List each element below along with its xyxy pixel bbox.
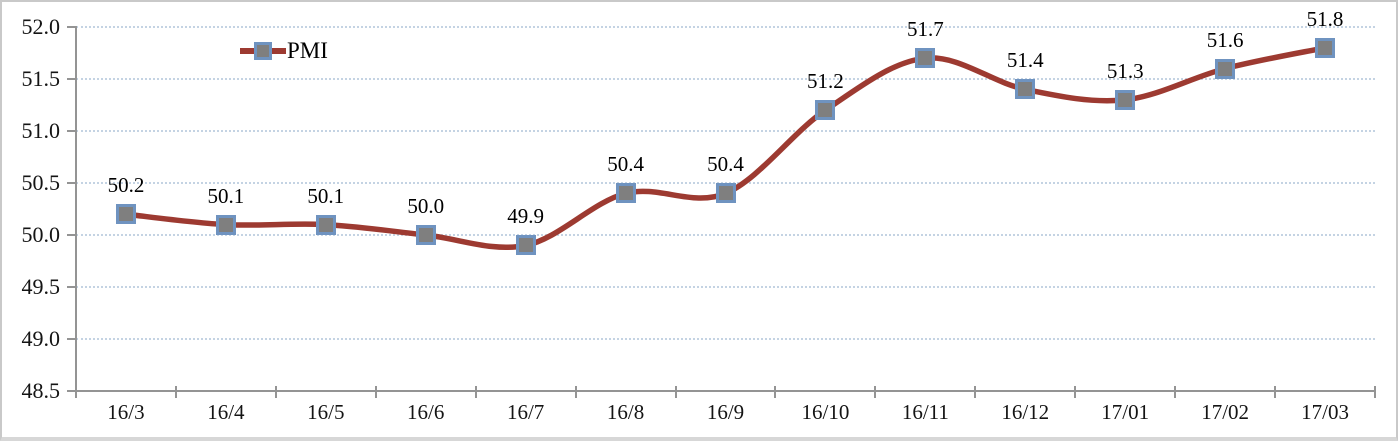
y-axis-tick (67, 286, 77, 288)
y-axis-tick (67, 78, 77, 80)
data-point-label: 51.8 (1306, 6, 1344, 31)
x-axis-category-label: 16/4 (207, 400, 245, 424)
x-axis-tick (674, 386, 677, 398)
data-point-label: 50.2 (107, 173, 145, 198)
legend: PMI (240, 36, 328, 66)
x-axis-category-label: 16/10 (801, 400, 850, 424)
x-axis-tick (1274, 386, 1277, 398)
data-point-label: 50.1 (207, 183, 245, 208)
y-axis-tick-label: 50.5 (21, 170, 61, 195)
x-axis-tick (874, 386, 877, 398)
data-point-label: 50.1 (307, 183, 345, 208)
data-point-label: 51.7 (906, 17, 944, 42)
y-gridline (76, 78, 1375, 80)
y-axis-tick-label: 52.0 (21, 14, 61, 39)
data-point-label: 51.4 (1006, 48, 1044, 73)
y-axis-tick-label: 51.5 (21, 66, 61, 91)
data-point-marker (415, 225, 436, 245)
data-point-marker (815, 100, 836, 121)
y-gridline (76, 234, 1375, 236)
x-axis-category-label: 17/02 (1201, 400, 1250, 424)
y-axis-tick-label: 50.0 (21, 222, 61, 247)
y-axis-tick-label: 49.0 (21, 326, 61, 351)
x-axis-tick (574, 386, 577, 398)
y-gridline (76, 26, 1375, 28)
x-axis-tick (1374, 386, 1376, 398)
data-point-label: 51.2 (807, 69, 844, 94)
data-point-marker (1015, 79, 1036, 100)
data-point-marker (615, 183, 636, 204)
x-axis-category-label: 16/11 (901, 400, 949, 424)
y-axis-tick (67, 338, 77, 340)
data-point-marker (915, 48, 936, 69)
y-gridline (76, 338, 1375, 340)
y-axis-tick-label: 48.5 (21, 378, 61, 403)
y-axis-tick (67, 182, 77, 184)
data-point-marker (215, 214, 236, 235)
data-point-marker (1215, 58, 1236, 79)
legend-label: PMI (287, 38, 328, 63)
y-gridline (76, 286, 1375, 288)
x-axis-tick (1174, 386, 1177, 398)
x-axis-category-label: 16/12 (1001, 400, 1050, 424)
data-point-label: 50.0 (407, 194, 445, 218)
x-axis-category-label: 16/7 (506, 400, 545, 424)
data-point-marker (1315, 37, 1336, 58)
legend-line-sample (240, 42, 286, 60)
x-axis-tick (374, 386, 377, 398)
data-point-label: 50.4 (707, 152, 744, 177)
x-axis-category-label: 16/5 (307, 400, 345, 424)
legend-marker-icon (254, 42, 272, 60)
x-axis-tick (774, 386, 777, 398)
data-point-marker (1115, 89, 1136, 110)
data-point-label: 50.4 (607, 152, 644, 177)
data-point-marker (715, 183, 736, 204)
y-axis-tick-label: 49.5 (21, 274, 61, 299)
x-axis-category-label: 16/9 (706, 400, 745, 424)
x-axis-tick (974, 386, 977, 398)
x-axis-category-label: 17/03 (1301, 400, 1349, 424)
x-axis-tick (75, 386, 77, 398)
y-axis-tick (67, 234, 77, 236)
y-axis-line (75, 27, 77, 391)
data-point-label: 51.6 (1206, 27, 1244, 52)
y-gridline (76, 182, 1375, 184)
x-axis-tick (174, 386, 177, 398)
y-axis-tick (67, 390, 77, 392)
data-point-marker (515, 235, 536, 256)
x-axis-category-label: 17/01 (1101, 400, 1150, 424)
x-axis-tick (1074, 386, 1077, 398)
y-axis-tick (67, 26, 77, 28)
x-axis-category-label: 16/6 (407, 400, 445, 424)
data-point-marker (115, 204, 136, 225)
x-axis-tick (274, 386, 277, 398)
x-axis-line (75, 390, 1375, 392)
x-axis-tick (474, 386, 477, 398)
x-axis-category-label: 16/3 (107, 400, 145, 424)
data-point-label: 51.3 (1106, 58, 1144, 83)
y-axis-tick (67, 130, 77, 132)
y-axis-tick-label: 51.0 (21, 118, 61, 143)
data-point-marker (315, 214, 336, 235)
y-gridline (76, 130, 1375, 132)
x-axis-category-label: 16/8 (606, 400, 645, 424)
data-point-label: 49.9 (507, 204, 545, 229)
